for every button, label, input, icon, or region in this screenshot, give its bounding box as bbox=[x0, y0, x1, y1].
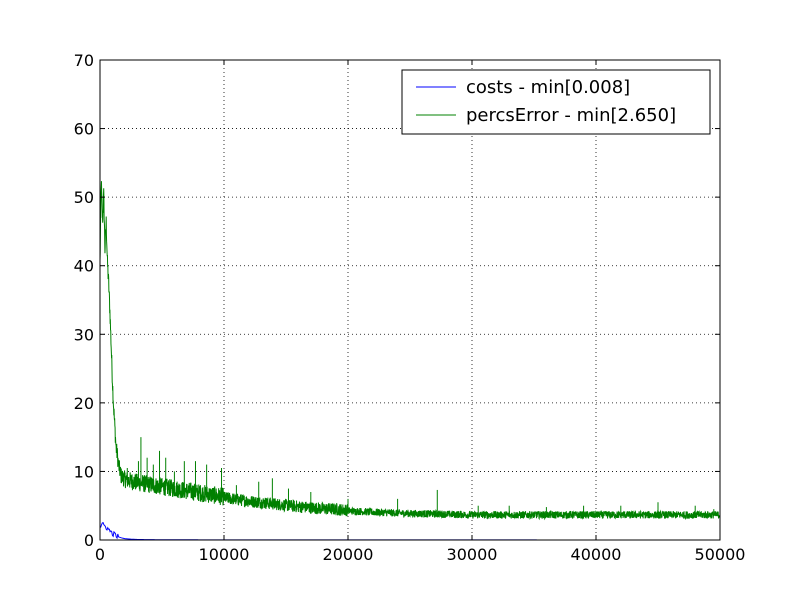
legend: costs - min[0.008] percsError - min[2.65… bbox=[401, 69, 711, 135]
y-tick-label: 70 bbox=[74, 51, 94, 70]
series-percserror-line bbox=[99, 181, 721, 521]
ticks-layer: 0 10000 20000 30000 40000 50000 0 10 20 30 40 50 60 7… bbox=[74, 51, 746, 564]
y-tick-label: 50 bbox=[74, 188, 94, 207]
y-tick-label: 10 bbox=[74, 462, 94, 481]
x-tick-label: 50000 bbox=[695, 545, 746, 564]
legend-label-costs: costs - min[0.008] bbox=[466, 77, 630, 98]
x-tick-label: 20000 bbox=[323, 545, 374, 564]
x-tick-label: 40000 bbox=[571, 545, 622, 564]
x-tick-label: 30000 bbox=[447, 545, 498, 564]
plot-background bbox=[100, 60, 720, 540]
y-tick-label: 60 bbox=[74, 120, 94, 139]
plot-frame bbox=[99, 59, 721, 541]
x-tick-label: 0 bbox=[95, 545, 105, 564]
legend-box bbox=[401, 69, 711, 135]
y-tick-label: 0 bbox=[84, 531, 94, 550]
x-tick-label: 10000 bbox=[199, 545, 250, 564]
y-tick-label: 30 bbox=[74, 325, 94, 344]
legend-label-percserror: percsError - min[2.650] bbox=[466, 105, 676, 126]
y-tick-label: 40 bbox=[74, 257, 94, 276]
y-tick-label: 20 bbox=[74, 394, 94, 413]
